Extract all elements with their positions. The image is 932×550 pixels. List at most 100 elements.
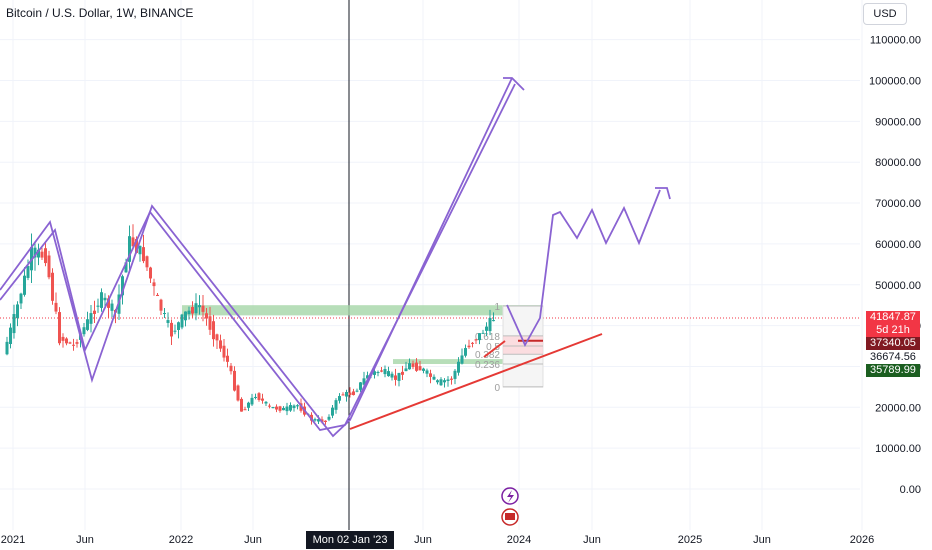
candle-body bbox=[170, 322, 173, 337]
candle-body bbox=[380, 370, 383, 372]
candle-body bbox=[110, 303, 114, 311]
candle-body bbox=[184, 311, 187, 321]
candle-body bbox=[355, 390, 359, 392]
candle-body bbox=[383, 369, 387, 375]
candle-body bbox=[131, 237, 135, 247]
last-price-tag: 41847.87 5d 21h bbox=[866, 311, 920, 337]
candle-body bbox=[289, 405, 292, 411]
level-b-tag: 36674.56 bbox=[866, 351, 920, 364]
candle-body bbox=[194, 303, 198, 314]
candle-body bbox=[418, 366, 422, 371]
candle-body bbox=[205, 313, 208, 319]
candle-body bbox=[9, 327, 12, 345]
candle-body bbox=[264, 401, 268, 404]
candle-body bbox=[149, 267, 152, 279]
level-a-tag: 37340.05 bbox=[866, 337, 920, 350]
candle-body bbox=[37, 249, 40, 258]
candle-body bbox=[54, 302, 58, 312]
crosshair-time-label: Mon 02 Jan '23 bbox=[306, 531, 394, 549]
candle-body bbox=[296, 405, 299, 407]
candle-body bbox=[268, 405, 271, 407]
candle-body bbox=[450, 378, 453, 380]
candle-body bbox=[492, 320, 495, 322]
candle-body bbox=[215, 334, 219, 341]
support-zone bbox=[393, 359, 503, 364]
chart-icons bbox=[501, 487, 519, 526]
candle-body bbox=[33, 247, 37, 258]
candle-body bbox=[278, 406, 282, 411]
y-tick-label: 50000.00 bbox=[875, 280, 921, 292]
bar-countdown: 5d 21h bbox=[876, 324, 910, 336]
price-zones bbox=[182, 305, 542, 364]
y-tick-label: 110000.00 bbox=[870, 35, 921, 47]
candle-body bbox=[366, 375, 369, 379]
candle-body bbox=[138, 245, 142, 255]
candle-body bbox=[282, 407, 285, 411]
x-tick-label: Jun bbox=[76, 534, 94, 546]
zigzag-arrowhead bbox=[655, 187, 671, 200]
candle-body bbox=[327, 416, 331, 420]
fib-label: 0.382 bbox=[475, 350, 500, 361]
candle-body bbox=[338, 396, 341, 401]
candle-body bbox=[373, 371, 376, 375]
x-tick-label: Jun bbox=[753, 534, 771, 546]
candle-body bbox=[86, 319, 89, 330]
candle-body bbox=[5, 341, 9, 355]
candle-body bbox=[453, 370, 457, 379]
x-tick-label: 2026 bbox=[850, 534, 874, 546]
candle-body bbox=[464, 348, 467, 356]
candle-body bbox=[352, 391, 355, 396]
candle-body bbox=[317, 419, 320, 422]
candle-body bbox=[173, 330, 177, 332]
candle-body bbox=[40, 251, 44, 258]
candle-body bbox=[82, 327, 86, 335]
y-tick-label: 60000.00 bbox=[875, 239, 921, 251]
candle-body bbox=[93, 310, 96, 314]
candle-body bbox=[58, 312, 61, 344]
x-tick-label: 2025 bbox=[678, 534, 702, 546]
candle-body bbox=[485, 326, 488, 331]
candle-body bbox=[481, 332, 485, 334]
candle-body bbox=[436, 380, 439, 383]
candle-body bbox=[394, 375, 397, 380]
trend-drawings bbox=[0, 77, 671, 438]
currency-button[interactable]: USD bbox=[863, 3, 907, 25]
projection-arrowhead bbox=[503, 77, 525, 91]
x-tick-label: 2024 bbox=[507, 534, 531, 546]
candle-body bbox=[23, 275, 26, 295]
candle-body bbox=[243, 409, 247, 411]
candle-body bbox=[359, 382, 362, 390]
candle-body bbox=[96, 305, 100, 307]
candle-body bbox=[212, 321, 215, 340]
flash-bolt bbox=[507, 490, 514, 503]
short-trendline bbox=[483, 340, 506, 358]
candle-body bbox=[313, 419, 317, 421]
candle-body bbox=[89, 313, 93, 324]
candle-body bbox=[422, 368, 425, 371]
candle-body bbox=[163, 313, 166, 315]
candle-body bbox=[439, 379, 443, 386]
candle-body bbox=[121, 276, 124, 296]
candle-body bbox=[331, 407, 334, 416]
candle-body bbox=[47, 255, 51, 278]
candle-body bbox=[191, 307, 194, 314]
price-axis: 0.0010000.0020000.0030000.0040000.005000… bbox=[869, 35, 921, 496]
candle-body bbox=[285, 406, 289, 412]
projection-zigzag bbox=[506, 189, 661, 348]
level-c-tag: 35789.99 bbox=[866, 364, 920, 377]
candle-body bbox=[135, 238, 138, 253]
candle-body bbox=[152, 282, 156, 287]
candle-body bbox=[471, 342, 474, 344]
flag-shape bbox=[505, 513, 515, 520]
candle-body bbox=[250, 397, 254, 405]
symbol-title[interactable]: Bitcoin / U.S. Dollar, 1W, BINANCE bbox=[6, 6, 194, 20]
x-tick-label: 2022 bbox=[169, 534, 193, 546]
wave-path-upper bbox=[0, 77, 513, 438]
candle-body bbox=[51, 272, 54, 301]
candle-body bbox=[443, 380, 446, 383]
candle-body bbox=[177, 322, 180, 330]
candle-body bbox=[429, 373, 432, 377]
candle-body bbox=[65, 338, 68, 344]
